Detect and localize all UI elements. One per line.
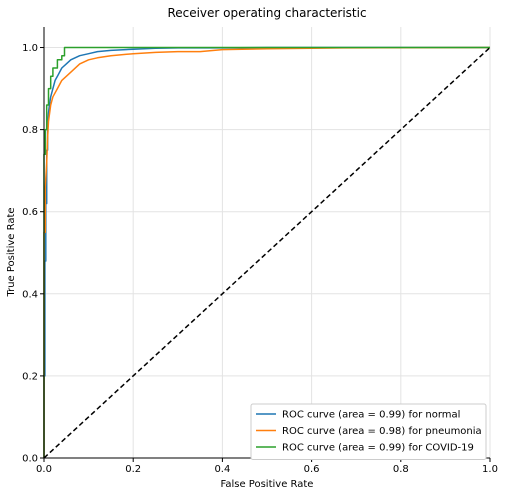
x-tick-label: 0.2 [125, 464, 141, 475]
grid [43, 27, 491, 459]
x-tick-label: 0.6 [304, 464, 320, 475]
x-tick-label: 0.0 [36, 464, 52, 475]
axes [43, 27, 490, 459]
y-tick-label: 0.6 [22, 207, 38, 218]
y-tick-label: 0.0 [22, 454, 38, 465]
legend-label: ROC curve (area = 0.99) for normal [282, 410, 460, 421]
y-tick-label: 0.4 [22, 289, 38, 300]
legend: ROC curve (area = 0.99) for normal ROC cu… [250, 403, 487, 460]
chart-title: Receiver operating characteristic [167, 6, 366, 20]
legend-label: ROC curve (area = 0.99) for COVID-19 [282, 443, 474, 454]
x-axis-label: False Positive Rate [221, 479, 314, 490]
y-tick-label: 0.8 [22, 125, 38, 136]
chance-diagonal-line [43, 46, 491, 459]
x-tick-label: 0.4 [214, 464, 230, 475]
y-tick-label: 1.0 [22, 43, 38, 54]
y-axis-label: True Positive Rate [6, 207, 17, 297]
x-tick-label: 0.8 [393, 464, 409, 475]
roc-series-line-2 [43, 46, 490, 458]
legend-box [250, 403, 487, 460]
roc-curves [43, 46, 491, 459]
y-tick-label: 0.2 [22, 371, 38, 382]
x-tick-label: 1.0 [482, 464, 498, 475]
roc-series-line-1 [43, 46, 491, 458]
legend-label: ROC curve (area = 0.98) for pneumonia [282, 426, 482, 437]
